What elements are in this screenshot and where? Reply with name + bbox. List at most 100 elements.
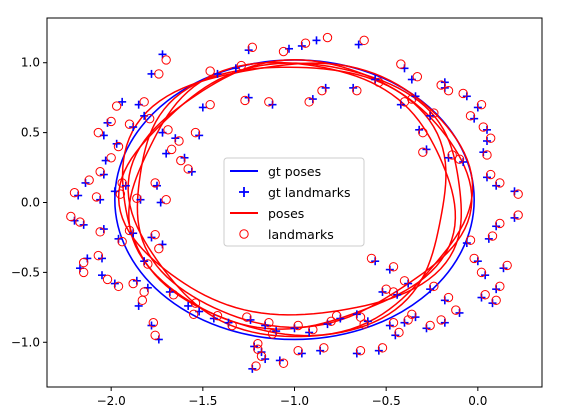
landmark-point (205, 66, 215, 76)
landmark-point (485, 133, 496, 143)
landmark-point (166, 144, 177, 155)
landmark-point (148, 318, 159, 328)
landmark-point (168, 290, 179, 300)
landmark-point (75, 217, 85, 227)
landmark-point (84, 175, 94, 185)
landmark-point (355, 345, 366, 356)
landmark-point (366, 253, 377, 264)
landmark-point (476, 99, 487, 110)
legend-gt-landmarks-label: gt landmarks (268, 185, 351, 200)
landmark-point (144, 113, 155, 124)
landmark-point (317, 85, 327, 96)
landmark-point (247, 42, 258, 53)
landmark-point (150, 330, 160, 340)
landmark-point (117, 178, 127, 188)
y-tick-label: −0.5 (11, 265, 40, 279)
y-tick-label: 0.5 (21, 126, 40, 140)
landmark-point (478, 122, 489, 132)
landmark-point (95, 167, 105, 177)
landmark-point (399, 276, 410, 286)
gt-landmark-point (147, 321, 156, 330)
gt-landmark-point (112, 139, 121, 148)
landmark-point (300, 38, 311, 48)
legend: gt poses gt landmarks poses landmarks (223, 157, 365, 247)
landmark-point (436, 315, 446, 325)
landmark-point (128, 278, 138, 289)
landmark-point (205, 99, 215, 110)
pose-trajectory-loop (127, 59, 447, 338)
landmark-point (436, 80, 446, 90)
landmark-point (374, 77, 384, 87)
landmark-point (137, 295, 148, 306)
landmark-point (253, 338, 263, 349)
landmark-point (495, 218, 505, 229)
landmark-point (454, 154, 465, 164)
landmark-point (174, 136, 184, 146)
landmark-point (443, 85, 454, 96)
landmark-point (188, 309, 199, 320)
y-tick-label: 1.0 (21, 56, 40, 70)
landmark-point (264, 318, 274, 328)
y-axis: −1.0 −0.5 0.0 0.5 1.0 (11, 56, 47, 349)
x-tick-label: 0.0 (468, 394, 487, 408)
landmark-point (139, 97, 149, 107)
x-tick-label: −2.0 (97, 394, 126, 408)
landmark-point (251, 361, 261, 371)
landmark-point (161, 195, 171, 205)
landmark-point (161, 55, 171, 65)
landmark-point (394, 327, 404, 338)
landmarks-layer (66, 32, 523, 371)
landmark-point (69, 188, 80, 198)
landmark-point (443, 292, 454, 303)
landmark-point (212, 311, 223, 321)
landmark-point (485, 169, 496, 180)
landmark-point (293, 345, 303, 356)
plot-area (66, 32, 523, 373)
landmark-point (132, 193, 142, 204)
landmark-point (278, 46, 289, 57)
landmark-point (95, 227, 105, 237)
landmark-point (163, 125, 173, 135)
landmark-point (359, 35, 369, 46)
landmark-point (267, 329, 278, 339)
landmark-point (102, 274, 113, 285)
x-tick-label: −1.0 (280, 394, 309, 408)
landmark-point (429, 281, 439, 292)
landmark-point (78, 267, 89, 278)
landmark-point (480, 290, 490, 300)
landmark-point (150, 178, 160, 188)
landmark-point (513, 189, 523, 199)
gt-landmark-point (118, 97, 127, 106)
landmark-point (78, 257, 89, 268)
landmark-point (513, 210, 523, 220)
landmark-point (278, 358, 289, 368)
landmark-point (407, 309, 417, 320)
legend-gt-poses-label: gt poses (268, 164, 321, 179)
landmark-point (396, 59, 406, 69)
landmark-point (293, 320, 303, 331)
landmark-point (377, 343, 388, 353)
landmark-point (176, 155, 186, 166)
landmark-point (425, 320, 435, 331)
landmark-point (495, 178, 505, 188)
landmark-point (304, 97, 314, 107)
landmark-point (469, 253, 479, 264)
gt-landmark-point (98, 271, 106, 280)
gt-landmark-point (354, 40, 363, 49)
landmark-point (388, 262, 399, 272)
landmark-point (106, 153, 116, 163)
landmark-point (264, 97, 274, 107)
landmark-point (308, 324, 318, 335)
gt-landmark-point (312, 36, 321, 45)
landmark-point (319, 343, 329, 353)
landmark-point (487, 231, 498, 241)
landmark-point (458, 88, 468, 99)
pose-trajectory-loop (128, 61, 457, 330)
landmark-point (429, 108, 439, 118)
legend-poses-label: poses (268, 206, 304, 221)
landmark-point (465, 235, 476, 245)
landmark-point (240, 95, 250, 106)
landmark-point (227, 320, 237, 331)
landmark-point (117, 236, 127, 247)
